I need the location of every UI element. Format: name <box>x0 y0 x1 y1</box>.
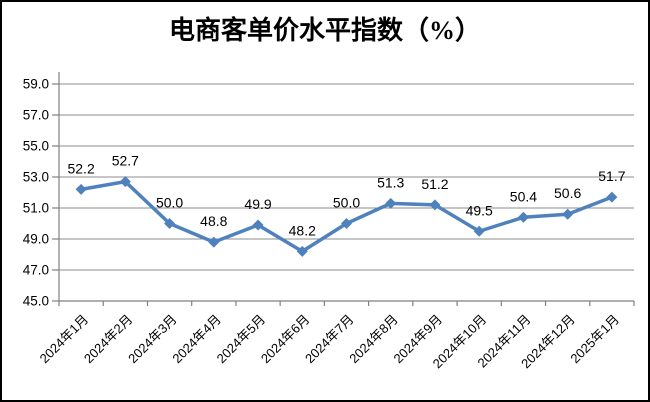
data-point-marker <box>119 176 131 188</box>
y-tick-label: 49.0 <box>23 232 49 247</box>
data-point-marker <box>473 225 485 237</box>
y-tick-label: 59.0 <box>23 77 49 92</box>
data-point-marker <box>296 245 308 257</box>
data-label: 48.8 <box>200 213 227 229</box>
data-label: 51.2 <box>421 176 448 192</box>
data-label: 51.7 <box>598 168 625 184</box>
data-label: 49.5 <box>466 202 493 218</box>
data-point-marker <box>164 217 176 230</box>
data-point-marker <box>75 183 87 195</box>
data-point-marker <box>517 211 529 223</box>
data-label: 51.3 <box>377 174 404 190</box>
data-label: 50.4 <box>510 188 537 204</box>
data-label: 48.2 <box>289 222 316 238</box>
data-point-marker <box>252 219 264 231</box>
y-tick-label: 53.0 <box>23 170 49 185</box>
y-tick-label: 55.0 <box>23 139 49 154</box>
data-label: 50.0 <box>333 195 360 211</box>
data-point-marker <box>606 191 618 203</box>
x-axis-label: 2025年1月 <box>567 312 622 367</box>
y-tick-label: 57.0 <box>23 108 49 123</box>
y-tick-label: 47.0 <box>23 263 49 278</box>
data-point-marker <box>562 208 574 220</box>
data-point-marker <box>385 197 397 209</box>
data-point-marker <box>340 217 353 230</box>
chart-title: 电商客单价水平指数（%） <box>168 16 481 45</box>
data-label: 50.6 <box>554 185 581 201</box>
y-tick-label: 51.0 <box>23 201 49 216</box>
data-point-marker <box>208 236 220 248</box>
data-label: 52.7 <box>112 153 139 169</box>
data-label: 52.2 <box>67 160 94 176</box>
data-label: 49.9 <box>244 196 271 212</box>
y-tick-label: 45.0 <box>23 294 49 309</box>
data-point-marker <box>429 199 441 211</box>
data-label: 50.0 <box>156 195 183 211</box>
